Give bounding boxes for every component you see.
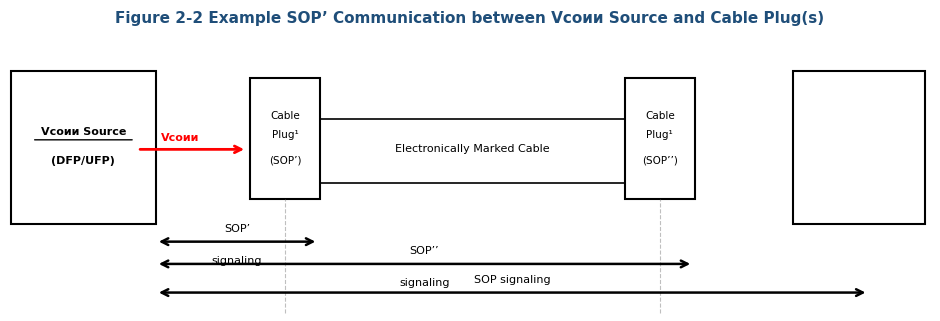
Text: SOP signaling: SOP signaling: [474, 274, 551, 285]
Text: Cable: Cable: [270, 111, 300, 121]
Text: Vᴄᴏᴎᴎ Source: Vᴄᴏᴎᴎ Source: [40, 127, 126, 137]
FancyBboxPatch shape: [625, 78, 695, 199]
Text: (DFP/UFP): (DFP/UFP): [52, 155, 116, 166]
Text: SOP’’: SOP’’: [410, 246, 439, 256]
Text: Electronically Marked Cable: Electronically Marked Cable: [395, 144, 550, 154]
Text: SOP’: SOP’: [224, 224, 250, 234]
FancyBboxPatch shape: [10, 71, 156, 224]
Text: Plug¹: Plug¹: [647, 130, 673, 140]
Text: Plug¹: Plug¹: [272, 130, 298, 140]
FancyBboxPatch shape: [250, 78, 320, 199]
Text: (SOP’’): (SOP’’): [642, 155, 678, 166]
Text: signaling: signaling: [400, 278, 450, 288]
Text: Cable: Cable: [645, 111, 675, 121]
Text: Figure 2-2 Example SOP’ Communication between Vᴄᴏᴎᴎ Source and Cable Plug(s): Figure 2-2 Example SOP’ Communication be…: [116, 11, 824, 26]
Text: signaling: signaling: [212, 256, 262, 266]
FancyBboxPatch shape: [793, 71, 925, 224]
Text: Vᴄᴏᴎᴎ: Vᴄᴏᴎᴎ: [161, 133, 199, 143]
Text: (SOP’): (SOP’): [269, 155, 301, 166]
